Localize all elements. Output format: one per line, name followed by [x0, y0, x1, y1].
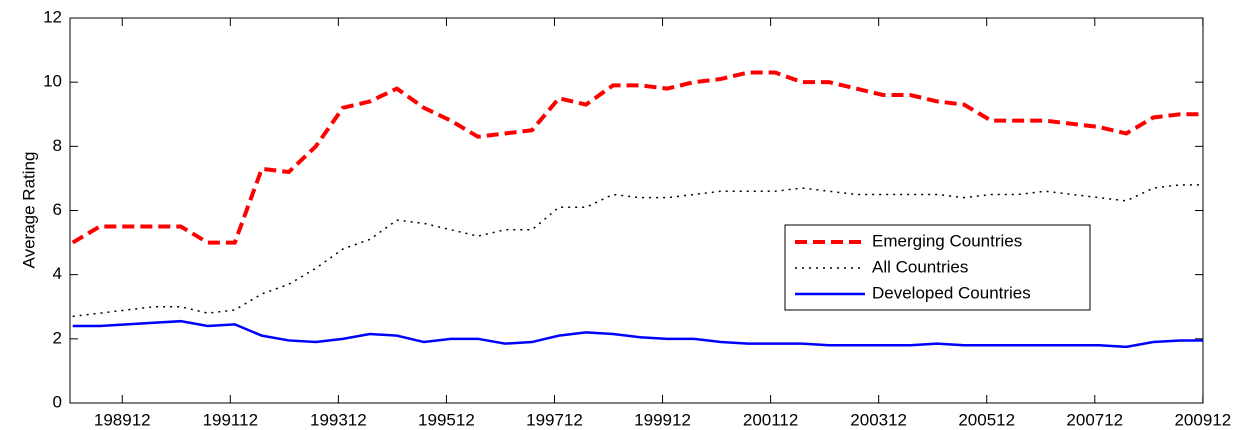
x-tick-label: 200112	[743, 410, 798, 429]
legend-box	[784, 224, 1091, 311]
x-tick-label: 199712	[526, 410, 583, 429]
x-tick-label: 198912	[94, 410, 151, 429]
y-tick-label: 2	[53, 328, 62, 347]
legend-label: All Countries	[872, 257, 968, 276]
y-tick-label: 0	[53, 392, 62, 411]
y-axis-label: Average Rating	[19, 152, 38, 269]
x-tick-label: 200512	[958, 410, 1015, 429]
y-tick-label: 12	[43, 7, 62, 26]
x-tick-label: 199512	[418, 410, 475, 429]
legend-label: Developed Countries	[872, 283, 1031, 302]
y-tick-label: 8	[53, 136, 62, 155]
legend-label: Emerging Countries	[872, 231, 1022, 250]
series-line	[71, 70, 1203, 245]
y-tick-label: 6	[53, 200, 62, 219]
x-tick-label: 200912	[1174, 410, 1231, 429]
x-tick-label: 199112	[203, 410, 258, 429]
series-line	[72, 319, 1203, 349]
y-tick-label: 4	[53, 264, 62, 283]
x-tick-label: 200312	[850, 410, 907, 429]
x-tick-label: 199312	[310, 410, 367, 429]
y-tick-label: 10	[43, 72, 62, 91]
x-tick-label: 199912	[634, 410, 691, 429]
x-tick-label: 200712	[1066, 410, 1123, 429]
